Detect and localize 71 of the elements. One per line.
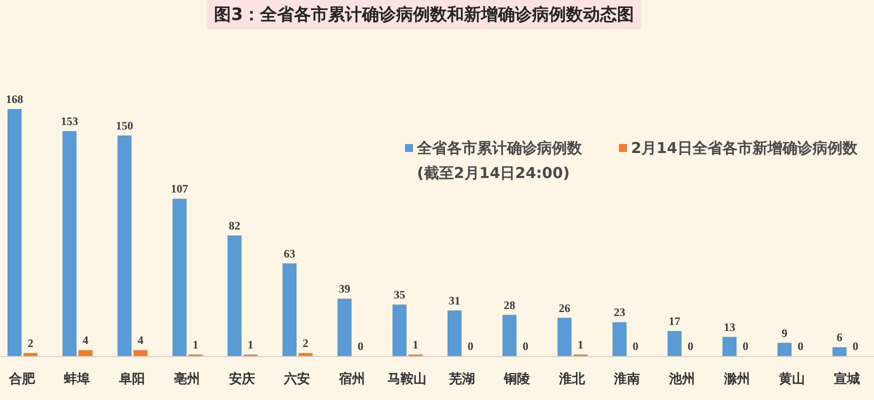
data-label: 26 — [558, 302, 571, 315]
bar — [172, 198, 187, 356]
bar — [668, 331, 682, 356]
data-label: 82 — [228, 220, 241, 232]
data-label: 63 — [284, 248, 296, 260]
data-label: 28 — [504, 300, 516, 312]
data-label: 35 — [394, 290, 406, 302]
x-tick-label: 滁州 — [723, 372, 750, 387]
x-tick-label: 黄山 — [778, 372, 805, 387]
data-label: 4 — [82, 335, 89, 348]
data-label: 150 — [116, 120, 134, 132]
chart-title: 图3：全省各市累计确诊病例数和新增确诊病例数动态图 — [214, 5, 634, 25]
legend-label: 全省各市累计确诊病例数 (截至2月14日24:00) — [416, 139, 583, 182]
bar — [778, 342, 792, 356]
x-tick-label: 淮南 — [613, 371, 640, 387]
x-tick-label: 宿州 — [338, 371, 365, 387]
data-label: 0 — [522, 341, 529, 353]
bar — [23, 353, 38, 356]
data-label: 0 — [468, 341, 474, 353]
bar — [62, 131, 77, 356]
x-tick-label: 马鞍山 — [388, 371, 426, 387]
bar — [612, 322, 627, 356]
data-label: 153 — [60, 116, 78, 128]
bar — [282, 263, 297, 356]
data-label: 0 — [798, 341, 804, 353]
x-tick-label: 芜湖 — [448, 371, 475, 387]
data-label: 13 — [724, 322, 736, 334]
data-label: 1 — [412, 340, 419, 352]
bar — [832, 347, 847, 356]
data-label: 31 — [448, 295, 461, 308]
x-tick-label: 亳州 — [174, 371, 200, 387]
x-tick-label: 宣城 — [834, 371, 860, 387]
data-label: 0 — [358, 341, 364, 353]
x-tick-label: 合肥 — [8, 371, 36, 387]
bar — [502, 314, 517, 356]
data-label: 1 — [578, 340, 584, 352]
x-tick-label: 池州 — [668, 372, 695, 387]
data-label: 107 — [170, 184, 188, 196]
bar — [392, 304, 407, 356]
bar — [118, 135, 132, 356]
bar — [722, 336, 737, 356]
x-tick-label: 六安 — [283, 371, 310, 387]
data-label: 17 — [668, 316, 681, 328]
data-label: 2 — [28, 338, 34, 350]
bar — [78, 350, 92, 356]
data-label: 0 — [852, 341, 859, 353]
data-label: 4 — [138, 335, 144, 348]
data-label: 6 — [836, 332, 843, 344]
bar — [133, 350, 148, 356]
data-label: 39 — [338, 284, 351, 296]
data-label: 9 — [782, 328, 788, 340]
x-tick-label: 铜陵 — [503, 372, 531, 387]
bar — [298, 353, 312, 356]
x-tick-label: 安庆 — [229, 371, 255, 387]
data-label: 0 — [632, 341, 639, 353]
bar — [8, 109, 22, 356]
data-label: 0 — [742, 341, 749, 353]
bar — [228, 235, 242, 356]
x-tick-label: 蚌埠 — [63, 371, 90, 387]
legend-label: 2月14日全省各市新增确诊病例数 — [631, 139, 858, 157]
data-label: 1 — [192, 340, 199, 352]
x-tick-label: 阜阳 — [118, 372, 145, 387]
bar — [338, 298, 352, 356]
x-tick-label: 淮北 — [558, 371, 586, 387]
data-label: 0 — [688, 341, 694, 353]
data-label: 168 — [6, 94, 24, 106]
data-label: 23 — [614, 307, 626, 320]
data-label: 2 — [302, 338, 309, 350]
bar — [448, 310, 462, 356]
data-label: 1 — [248, 340, 254, 352]
bar — [558, 318, 572, 356]
